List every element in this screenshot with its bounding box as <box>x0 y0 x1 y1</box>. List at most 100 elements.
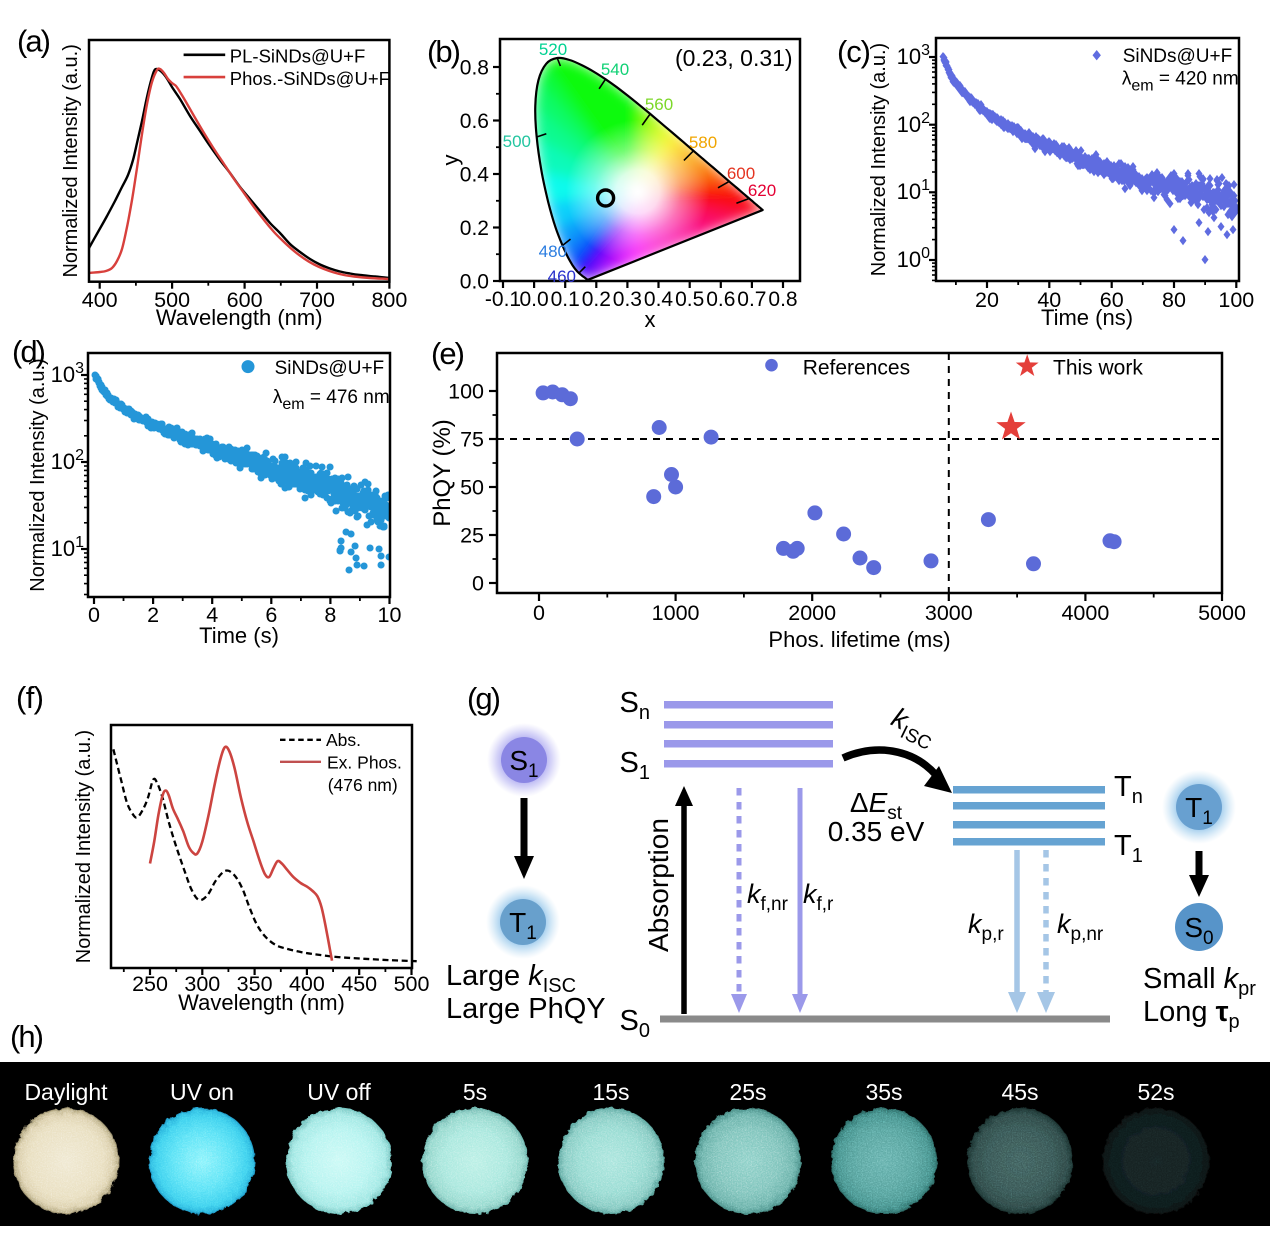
svg-text:560: 560 <box>645 95 673 114</box>
svg-text:1000: 1000 <box>652 601 700 625</box>
svg-text:Ex. Phos.: Ex. Phos. <box>327 752 402 772</box>
svg-text:-0.1: -0.1 <box>485 288 521 311</box>
svg-text:(e): (e) <box>431 336 465 371</box>
svg-text:Wavelength (nm): Wavelength (nm) <box>156 305 323 330</box>
svg-text:Daylight: Daylight <box>24 1079 108 1105</box>
svg-text:0.6: 0.6 <box>706 288 735 311</box>
svg-text:UV on: UV on <box>170 1079 234 1105</box>
svg-text:2: 2 <box>147 603 159 627</box>
svg-text:350: 350 <box>237 972 273 996</box>
svg-text:PL-SiNDs@U+F: PL-SiNDs@U+F <box>230 46 365 67</box>
svg-text:0: 0 <box>533 601 545 625</box>
svg-text:25s: 25s <box>729 1079 766 1105</box>
svg-text:S0: S0 <box>620 1005 650 1042</box>
svg-text:Absorption: Absorption <box>643 818 674 952</box>
svg-text:80: 80 <box>1162 288 1186 312</box>
svg-text:(0.23, 0.31): (0.23, 0.31) <box>675 45 793 71</box>
svg-text:400: 400 <box>82 288 118 312</box>
svg-text:6: 6 <box>265 603 277 627</box>
svg-text:x: x <box>645 307 656 332</box>
svg-text:PhQY (%): PhQY (%) <box>429 419 456 527</box>
svg-text:4000: 4000 <box>1061 601 1109 625</box>
svg-text:15s: 15s <box>592 1079 629 1105</box>
svg-text:Time (s): Time (s) <box>199 623 279 648</box>
svg-text:100: 100 <box>448 380 484 404</box>
svg-text:kp,nr: kp,nr <box>1057 909 1104 945</box>
svg-text:Wavelength (nm): Wavelength (nm) <box>178 990 345 1015</box>
svg-text:0.0: 0.0 <box>460 271 489 294</box>
svg-text:2000: 2000 <box>788 601 836 625</box>
svg-text:620: 620 <box>748 181 776 200</box>
svg-text:0.4: 0.4 <box>460 164 490 187</box>
svg-text:50: 50 <box>460 476 484 500</box>
svg-text:0.7: 0.7 <box>737 288 766 311</box>
svg-text:0.35 eV: 0.35 eV <box>828 816 925 847</box>
svg-text:600: 600 <box>227 288 263 312</box>
svg-text:500: 500 <box>394 972 430 996</box>
svg-text:480: 480 <box>539 242 567 261</box>
svg-text:0: 0 <box>472 572 484 596</box>
svg-text:0: 0 <box>88 603 100 627</box>
svg-text:60: 60 <box>1100 288 1124 312</box>
svg-text:Normalized Intensity (a.u.): Normalized Intensity (a.u.) <box>27 358 49 591</box>
svg-text:UV off: UV off <box>307 1079 371 1105</box>
svg-text:40: 40 <box>1037 288 1061 312</box>
svg-text:800: 800 <box>371 288 407 312</box>
svg-text:580: 580 <box>689 133 717 152</box>
svg-text:Large PhQY: Large PhQY <box>446 993 606 1025</box>
svg-text:(b): (b) <box>427 34 461 69</box>
svg-text:0.5: 0.5 <box>675 288 704 311</box>
svg-text:600: 600 <box>727 164 755 183</box>
svg-text:This work: This work <box>1053 357 1143 380</box>
svg-text:300: 300 <box>184 972 220 996</box>
svg-text:kp,r: kp,r <box>968 909 1004 945</box>
svg-text:Phos.-SiNDs@U+F: Phos.-SiNDs@U+F <box>230 68 390 89</box>
svg-text:52s: 52s <box>1137 1079 1174 1105</box>
svg-text:kf,r: kf,r <box>803 879 834 915</box>
svg-text:450: 450 <box>341 972 377 996</box>
svg-text:0.0: 0.0 <box>519 288 548 311</box>
svg-text:Normalized Intensity (a.u.): Normalized Intensity (a.u.) <box>73 730 95 963</box>
svg-text:Normalized Intensity (a.u.): Normalized Intensity (a.u.) <box>60 44 82 277</box>
svg-text:460: 460 <box>548 267 576 286</box>
svg-text:3000: 3000 <box>925 601 973 625</box>
svg-text:100: 100 <box>1218 288 1254 312</box>
svg-text:Sn: Sn <box>620 687 650 724</box>
svg-text:4: 4 <box>206 603 218 627</box>
svg-text:Small kpr: Small kpr <box>1143 963 1256 1000</box>
svg-text:Time (ns): Time (ns) <box>1041 305 1133 330</box>
svg-text:(476 nm): (476 nm) <box>328 775 398 795</box>
svg-text:0.2: 0.2 <box>582 288 611 311</box>
svg-text:8: 8 <box>324 603 336 627</box>
svg-text:0.2: 0.2 <box>460 217 489 240</box>
svg-text:Phos. lifetime (ms): Phos. lifetime (ms) <box>768 627 950 652</box>
svg-text:500: 500 <box>154 288 190 312</box>
svg-text:SiNDs@U+F: SiNDs@U+F <box>1123 46 1233 67</box>
svg-text:75: 75 <box>460 428 484 452</box>
svg-text:35s: 35s <box>865 1079 902 1105</box>
svg-text:(a): (a) <box>17 24 51 59</box>
svg-text:Abs.: Abs. <box>326 730 361 750</box>
svg-text:20: 20 <box>975 288 999 312</box>
svg-text:0.1: 0.1 <box>551 288 580 311</box>
svg-text:5s: 5s <box>463 1079 487 1105</box>
svg-text:520: 520 <box>539 40 567 59</box>
svg-text:(h): (h) <box>10 1019 44 1054</box>
svg-text:0.6: 0.6 <box>460 110 489 133</box>
svg-text:References: References <box>803 357 910 380</box>
svg-text:(g): (g) <box>467 681 501 716</box>
svg-text:Long τp: Long τp <box>1143 996 1240 1033</box>
svg-text:0.4: 0.4 <box>644 288 674 311</box>
svg-text:SiNDs@U+F: SiNDs@U+F <box>275 358 385 379</box>
svg-text:kf,nr: kf,nr <box>747 879 789 915</box>
svg-text:(c): (c) <box>837 34 871 69</box>
svg-text:0.3: 0.3 <box>613 288 642 311</box>
svg-text:Normalized Intensity (a.u.): Normalized Intensity (a.u.) <box>868 43 890 276</box>
svg-text:45s: 45s <box>1001 1079 1038 1105</box>
svg-text:(f): (f) <box>16 680 44 715</box>
svg-text:500: 500 <box>503 132 531 151</box>
svg-text:700: 700 <box>299 288 335 312</box>
svg-text:10: 10 <box>378 603 402 627</box>
svg-text:540: 540 <box>601 60 629 79</box>
svg-text:25: 25 <box>460 524 484 548</box>
